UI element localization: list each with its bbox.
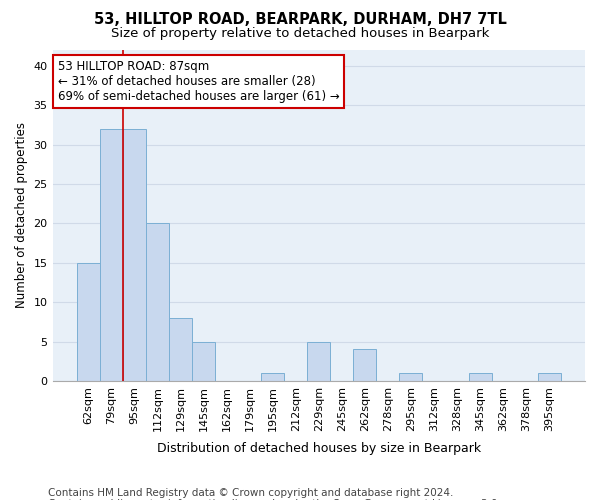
Bar — [146, 224, 169, 381]
X-axis label: Distribution of detached houses by size in Bearpark: Distribution of detached houses by size … — [157, 442, 481, 455]
Bar — [400, 373, 422, 381]
Bar — [469, 373, 491, 381]
Bar — [77, 262, 100, 381]
Text: Size of property relative to detached houses in Bearpark: Size of property relative to detached ho… — [111, 28, 489, 40]
Text: Contains HM Land Registry data © Crown copyright and database right 2024.: Contains HM Land Registry data © Crown c… — [48, 488, 454, 498]
Bar — [538, 373, 561, 381]
Bar — [261, 373, 284, 381]
Bar — [123, 129, 146, 381]
Text: 53, HILLTOP ROAD, BEARPARK, DURHAM, DH7 7TL: 53, HILLTOP ROAD, BEARPARK, DURHAM, DH7 … — [94, 12, 506, 28]
Bar — [353, 350, 376, 381]
Text: 53 HILLTOP ROAD: 87sqm
← 31% of detached houses are smaller (28)
69% of semi-det: 53 HILLTOP ROAD: 87sqm ← 31% of detached… — [58, 60, 340, 103]
Text: Contains public sector information licensed under the Open Government Licence v3: Contains public sector information licen… — [48, 499, 501, 500]
Bar — [169, 318, 192, 381]
Bar — [192, 342, 215, 381]
Y-axis label: Number of detached properties: Number of detached properties — [15, 122, 28, 308]
Bar — [307, 342, 330, 381]
Bar — [100, 129, 123, 381]
